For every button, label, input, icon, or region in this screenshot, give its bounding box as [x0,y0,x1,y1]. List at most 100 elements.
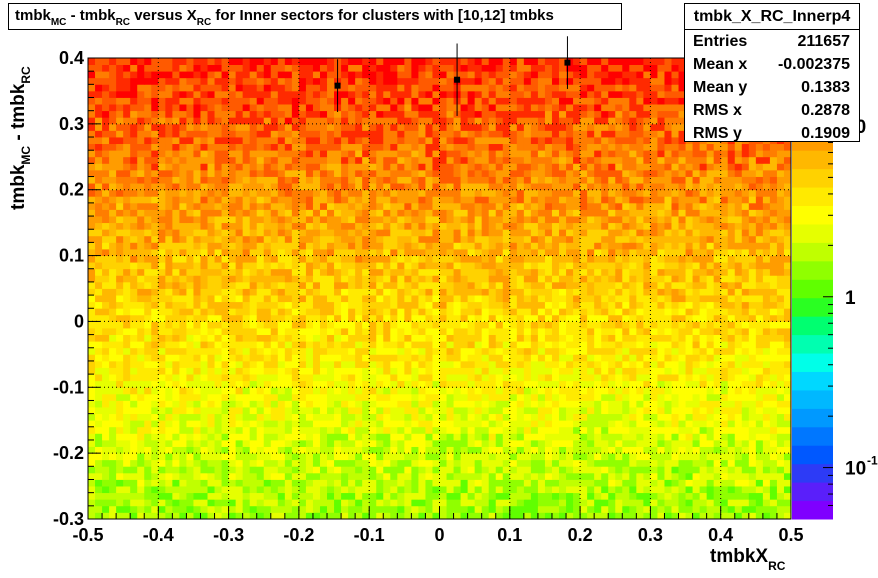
heatmap-cell [685,248,693,256]
heatmap-cell [411,367,419,375]
heatmap-cell [207,268,215,276]
heatmap-cell [284,439,293,447]
heatmap-cell [116,360,124,368]
heatmap-cell [397,262,405,270]
heatmap-cell [383,295,391,303]
heatmap-cell [488,275,497,283]
heatmap-cell [699,400,708,408]
heatmap-cell [713,242,722,250]
heatmap-cell [544,314,553,322]
heatmap-cell [587,262,595,270]
heatmap-cell [369,486,377,494]
heatmap-cell [242,492,251,500]
heatmap-cell [390,367,398,375]
heatmap-cell [551,334,560,342]
heatmap-cell [102,314,110,322]
heatmap-cell [158,505,166,513]
heatmap-cell [460,466,469,474]
heatmap-cell [193,248,201,256]
heatmap-cell [664,374,672,382]
heatmap-cell [650,222,658,230]
heatmap-cell [622,413,630,421]
heatmap-cell [116,472,124,480]
heatmap-cell [467,248,476,256]
heatmap-cell [179,262,187,270]
heatmap-cell [544,301,553,309]
heatmap-cell [657,420,665,428]
heatmap-cell [348,499,356,507]
heatmap-cell [587,439,595,447]
heatmap-cell [566,314,574,322]
heatmap-cell [144,486,152,494]
heatmap-cell [158,341,166,349]
heatmap-cell [109,248,117,256]
heatmap-cell [193,196,201,204]
heatmap-cell [706,275,715,283]
heatmap-cell [221,288,229,296]
heatmap-cell [566,360,574,368]
heatmap-cell [383,301,391,309]
heatmap-cell [657,328,665,335]
heatmap-cell [685,196,693,204]
heatmap-cell [355,453,363,461]
heatmap-cell [741,341,750,349]
heatmap-cell [404,328,412,335]
heatmap-cell [495,453,504,461]
heatmap-cell [235,295,244,303]
heatmap-cell [664,328,672,335]
heatmap-cell [221,216,229,224]
heatmap-cell [488,446,497,454]
heatmap-cell [559,472,567,480]
heatmap-cell [193,308,201,316]
heatmap-cell [509,413,518,421]
heatmap-cell [144,281,152,289]
heatmap-cell [650,242,658,250]
heatmap-cell [453,374,461,382]
heatmap-cell [495,248,504,256]
heatmap-cell [755,242,764,250]
heatmap-cell [137,420,145,428]
heatmap-cell [495,479,504,487]
heatmap-cell [783,453,792,461]
heatmap-cell [699,202,708,210]
heatmap-cell [720,439,729,447]
heatmap-cell [537,453,546,461]
heatmap-cell [509,420,518,428]
heatmap-cell [158,242,166,250]
heatmap-cell [249,479,258,487]
heatmap-cell [446,275,454,283]
heatmap-cell [594,321,602,329]
heatmap-cell [573,426,581,434]
heatmap-cell [706,505,715,513]
heatmap-cell [312,321,321,329]
heatmap-cell [263,426,272,434]
heatmap-cell [214,222,222,230]
heatmap-cell [327,222,335,230]
heatmap-cell [397,400,405,408]
heatmap-cell [657,374,665,382]
heatmap-cell [249,472,258,480]
heatmap-cell [453,433,461,441]
heatmap-cell [228,505,237,513]
heatmap-cell [502,479,511,487]
heatmap-cell [263,301,272,309]
heatmap-cell [298,453,307,461]
heatmap-cell [671,229,679,237]
heatmap-cell [453,288,461,296]
heatmap-cell [453,216,461,224]
heatmap-cell [439,407,447,415]
heatmap-cell [748,466,757,474]
heatmap-cell [678,281,686,289]
heatmap-cell [327,301,335,309]
heatmap-cell [397,275,405,283]
heatmap-cell [587,400,595,408]
heatmap-cell [692,446,701,454]
heatmap-cell [460,439,469,447]
heatmap-cell [474,387,483,395]
heatmap-cell [221,275,229,283]
heatmap-cell [179,387,187,395]
heatmap-cell [432,242,440,250]
heatmap-cell [601,189,609,197]
heatmap-cell [362,354,370,362]
heatmap-cell [284,492,293,500]
